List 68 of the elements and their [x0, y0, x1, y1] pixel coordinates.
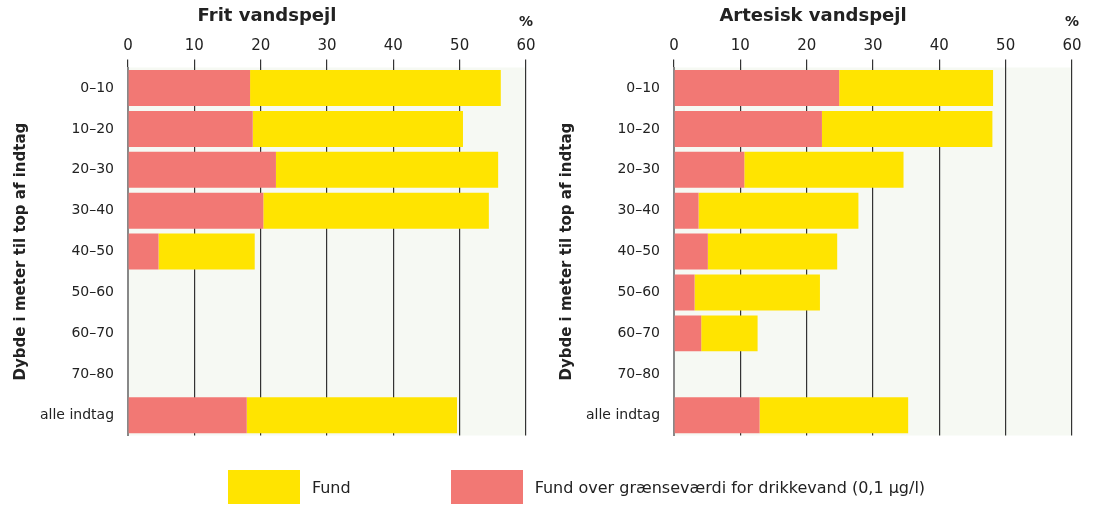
y-tick-label: 70–80 — [617, 364, 661, 381]
y-tick-label: 50–60 — [71, 283, 115, 300]
y-tick-label: 0–10 — [626, 78, 661, 95]
y-tick-label: 20–30 — [617, 160, 661, 177]
bar — [674, 233, 708, 270]
y-tick-label: 10–20 — [617, 119, 661, 136]
bar — [674, 397, 760, 434]
y-tick-label: 30–40 — [71, 201, 115, 218]
bar — [158, 233, 255, 270]
legend-label: Fund — [311, 477, 351, 497]
bar — [839, 70, 994, 107]
y-tick-label: 40–50 — [71, 242, 115, 259]
x-tick-label: 10 — [730, 36, 750, 55]
bar — [128, 151, 276, 188]
y-tick-label: alle indtag — [586, 405, 661, 422]
y-tick-label: 60–70 — [617, 324, 661, 341]
bar — [744, 151, 904, 188]
bar — [698, 192, 859, 229]
x-tick-label: 50 — [996, 36, 1016, 55]
x-tick-label: 30 — [863, 36, 883, 55]
bar — [674, 192, 699, 229]
bar — [674, 274, 695, 311]
bar — [252, 110, 463, 147]
x-tick-label: 40 — [929, 36, 949, 55]
y-tick-label: 70–80 — [71, 364, 115, 381]
x-axis-title: % — [1064, 13, 1080, 29]
y-tick-label: 30–40 — [617, 201, 661, 218]
bar — [128, 110, 253, 147]
bar — [128, 70, 251, 107]
x-tick-label: 60 — [516, 36, 536, 55]
bar — [707, 233, 838, 270]
x-tick-label: 30 — [317, 36, 337, 55]
y-tick-label: 40–50 — [617, 242, 661, 259]
x-axis-title: % — [518, 13, 534, 29]
bar — [128, 233, 159, 270]
legend-label: Fund over grænseværdi for drikkevand (0,1 µg/l) — [534, 477, 926, 497]
bar — [246, 397, 458, 434]
bar — [701, 315, 758, 352]
x-tick-label: 50 — [450, 36, 470, 55]
bar — [674, 70, 840, 107]
x-tick-label: 20 — [797, 36, 817, 55]
bar — [674, 315, 702, 352]
y-tick-label: alle indtag — [40, 405, 115, 422]
y-tick-label: 60–70 — [71, 324, 115, 341]
bar — [759, 397, 909, 434]
x-tick-label: 10 — [184, 36, 204, 55]
y-tick-label: 10–20 — [71, 119, 115, 136]
y-tick-label: 0–10 — [80, 78, 115, 95]
x-tick-label: 0 — [123, 36, 133, 55]
x-tick-label: 0 — [669, 36, 679, 55]
x-tick-label: 40 — [383, 36, 403, 55]
y-axis-title: Dybde i meter til top af indtag — [10, 122, 29, 381]
bar — [263, 192, 489, 229]
bar — [694, 274, 820, 311]
y-axis-title: Dybde i meter til top af indtag — [556, 122, 575, 381]
bar — [674, 151, 745, 188]
bar — [250, 70, 501, 107]
chart-title: Artesisk vandspejl — [719, 4, 907, 26]
y-tick-label: 20–30 — [71, 160, 115, 177]
bar — [275, 151, 499, 188]
bar — [128, 192, 264, 229]
x-tick-label: 20 — [251, 36, 271, 55]
y-tick-label: 50–60 — [617, 283, 661, 300]
bar — [128, 397, 247, 434]
chart-title: Frit vandspejl — [197, 4, 337, 26]
bar — [821, 110, 993, 147]
x-tick-label: 60 — [1062, 36, 1082, 55]
bar — [674, 110, 822, 147]
